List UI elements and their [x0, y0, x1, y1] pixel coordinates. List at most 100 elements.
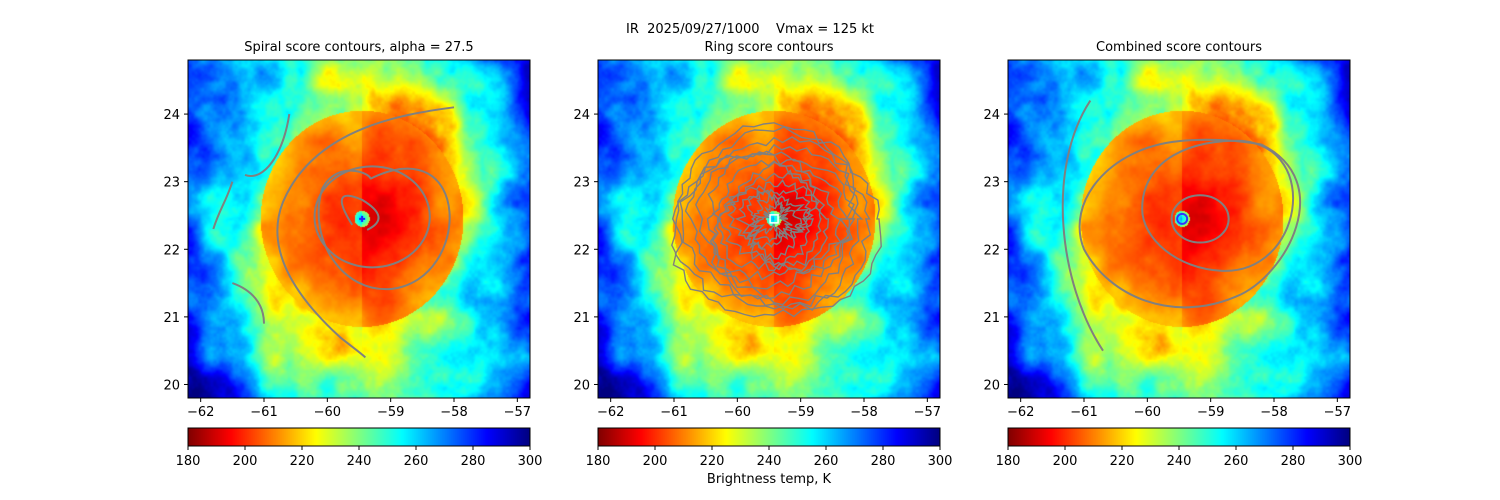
y-tick-label: 22 — [573, 243, 590, 258]
x-tick-label: −57 — [1324, 405, 1351, 420]
ring-contour — [727, 179, 818, 267]
storm-center-marker — [1176, 212, 1189, 225]
y-tick-label: 20 — [573, 378, 590, 393]
colorbar-tick-label: 200 — [1053, 454, 1078, 469]
x-tick-label: −59 — [377, 405, 404, 420]
ring-contour — [734, 188, 811, 260]
spiral-contour-inner — [313, 165, 431, 269]
combined-contour-mid — [1141, 139, 1294, 272]
y-tick-label: 22 — [983, 243, 1000, 258]
colorbar-axis: 180 200 220 240 260 280 300 — [996, 427, 1363, 469]
colorbar-tick-label: 220 — [700, 454, 725, 469]
brightness-temp-heatmap — [1008, 60, 1350, 398]
y-tick-label: 21 — [163, 311, 180, 326]
colorbar-tick-label: 180 — [176, 454, 201, 469]
colorbar-tick-label: 300 — [1338, 454, 1363, 469]
panel-axes: −62 −61 −60 −59 −58 −57 20 21 22 23 24 — [983, 59, 1351, 420]
ring-contour — [695, 150, 856, 300]
panel-title: Spiral score contours, alpha = 27.5 — [244, 40, 474, 55]
colorbar-frame — [187, 427, 531, 447]
colorbar-tick-label: 240 — [757, 454, 782, 469]
x-tick-label: −58 — [440, 405, 467, 420]
panel-title: Combined score contours — [1096, 40, 1262, 55]
colorbar-tick-label: 280 — [461, 454, 486, 469]
combined-contour-outer — [1078, 138, 1302, 309]
colorbar-axis: 180 200 220 240 260 280 300 — [176, 427, 543, 469]
ring-contour-cluster — [671, 122, 882, 318]
colorbar-frame — [1007, 427, 1351, 447]
x-tick-label: −57 — [914, 405, 941, 420]
storm-center-marker — [769, 214, 779, 224]
y-tick-label: 24 — [983, 108, 1000, 123]
panel-title: Ring score contours — [704, 40, 834, 55]
colorbar-tick-label: 180 — [586, 454, 611, 469]
x-tick-label: −61 — [1070, 405, 1097, 420]
x-tick-label: −62 — [597, 405, 624, 420]
ring-contour — [671, 122, 882, 318]
figure-suptitle: IR 2025/09/27/1000 Vmax = 125 kt — [626, 22, 874, 37]
colorbar-tick-label: 300 — [928, 454, 953, 469]
colorbar-tick-label: 260 — [404, 454, 429, 469]
x-tick-label: −58 — [1260, 405, 1287, 420]
panel-axes: −62 −61 −60 −59 −58 −57 20 21 22 23 24 — [163, 59, 531, 420]
axes-frame — [1007, 59, 1351, 399]
x-tick-label: −60 — [314, 405, 341, 420]
x-tick-label: −61 — [660, 405, 687, 420]
combined-contour-arm — [1061, 100, 1104, 352]
ring-contour — [706, 152, 851, 290]
colorbar — [1008, 428, 1350, 446]
axes-frame — [187, 59, 531, 399]
colorbar-frame — [597, 427, 941, 447]
ring-contour — [746, 189, 810, 250]
x-tick-label: −58 — [850, 405, 877, 420]
colorbar-tick-label: 200 — [643, 454, 668, 469]
y-tick-label: 24 — [163, 108, 180, 123]
y-tick-label: 20 — [163, 378, 180, 393]
spiral-contour-arm — [276, 106, 455, 359]
x-tick-label: −62 — [187, 405, 214, 420]
colorbar-label: Brightness temp, K — [706, 472, 832, 487]
colorbar-tick-label: 220 — [290, 454, 315, 469]
colorbar-tick-label: 280 — [1281, 454, 1306, 469]
colorbar-tick-label: 280 — [871, 454, 896, 469]
spiral-contour-mid — [317, 167, 451, 290]
combined-contour-inner — [1170, 194, 1230, 244]
spiral-contour-core — [340, 194, 380, 231]
x-tick-label: −57 — [504, 405, 531, 420]
x-tick-label: −61 — [250, 405, 277, 420]
ring-contour — [716, 161, 830, 272]
ring-contour — [753, 202, 793, 236]
y-tick-label: 23 — [983, 176, 1000, 191]
spiral-contour-fragment — [212, 181, 234, 230]
y-tick-label: 22 — [163, 243, 180, 258]
colorbar — [188, 428, 530, 446]
panel-axes: −62 −61 −60 −59 −58 −57 20 21 22 23 24 — [573, 59, 941, 420]
colorbar-tick-label: 260 — [1224, 454, 1249, 469]
storm-center-marker — [359, 215, 366, 222]
x-tick-label: −59 — [1197, 405, 1224, 420]
y-tick-label: 23 — [573, 176, 590, 191]
brightness-temp-heatmap — [188, 60, 530, 398]
y-tick-label: 21 — [983, 311, 1000, 326]
ring-contour — [684, 143, 857, 306]
colorbar-tick-label: 200 — [233, 454, 258, 469]
colorbar-tick-label: 220 — [1110, 454, 1135, 469]
spiral-contour-fragment — [231, 282, 265, 324]
ring-contour — [679, 136, 864, 310]
colorbar-axis: 180 200 220 240 260 280 300 — [586, 427, 953, 469]
y-tick-label: 24 — [573, 108, 590, 123]
ring-contour — [711, 159, 843, 281]
colorbar-tick-label: 240 — [1167, 454, 1192, 469]
colorbar-tick-label: 260 — [814, 454, 839, 469]
y-tick-label: 20 — [983, 378, 1000, 393]
colorbar-tick-label: 180 — [996, 454, 1021, 469]
ring-contour — [671, 126, 872, 312]
x-tick-label: −59 — [787, 405, 814, 420]
y-tick-label: 21 — [573, 311, 590, 326]
spiral-contour-fragment — [244, 113, 291, 177]
y-tick-label: 23 — [163, 176, 180, 191]
axes-frame — [597, 59, 941, 399]
colorbar-tick-label: 300 — [518, 454, 543, 469]
x-tick-label: −62 — [1007, 405, 1034, 420]
colorbar-tick-label: 240 — [347, 454, 372, 469]
